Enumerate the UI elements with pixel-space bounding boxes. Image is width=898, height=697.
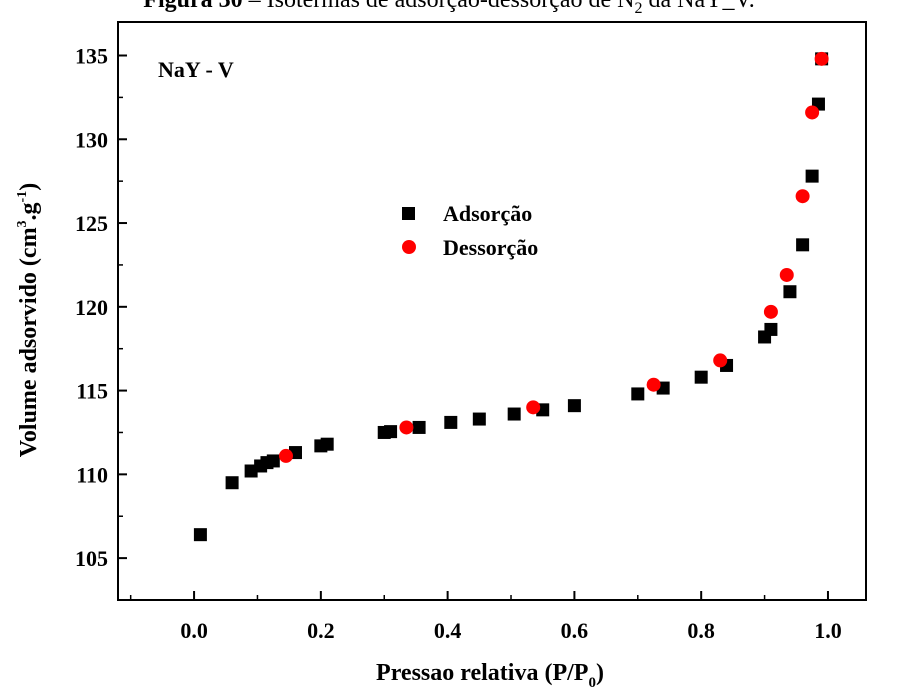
sample-annotation: NaY - V [158, 57, 234, 82]
dessorcao-point [814, 51, 829, 66]
adsorcao-point [507, 407, 521, 421]
adsorcao-point [796, 238, 810, 252]
adsorcao-point [783, 285, 797, 299]
x-tick-label: 0.2 [307, 618, 335, 643]
y-tick-label: 110 [76, 462, 108, 487]
y-axis-title: Volume adsorvido (cm3.g-1) [15, 183, 42, 457]
y-axis: 105 110 115 120 125 130 135 [75, 44, 127, 601]
x-axis: 0.0 0.2 0.4 0.6 0.8 1.0 [129, 591, 842, 643]
y-tick-label: 130 [75, 127, 108, 152]
dessorcao-point [399, 420, 414, 435]
y-tick-label: 105 [75, 546, 108, 571]
legend-marker-adsorcao [402, 207, 415, 220]
adsorcao-point [764, 322, 778, 336]
adsorcao-point [472, 412, 486, 426]
caption-dash: – [243, 0, 267, 13]
adsorcao-point [412, 420, 426, 434]
dessorcao-point [805, 105, 820, 120]
plot-frame [117, 21, 867, 601]
y-tick-label: 120 [75, 295, 108, 320]
x-tick-label: 0.0 [180, 618, 208, 643]
caption-label: Figura 30 [143, 0, 242, 13]
caption-text-end: da NaY_V. [642, 0, 754, 13]
x-axis-title-end: ) [596, 660, 604, 686]
y-tick-label: 115 [76, 379, 108, 404]
x-axis-title-main: Pressao relativa (P/P [376, 660, 588, 686]
x-tick-label: 1.0 [814, 618, 842, 643]
y-tick-label: 125 [75, 211, 108, 236]
x-tick-label: 0.4 [434, 618, 462, 643]
adsorcao-point [193, 528, 207, 542]
y-axis-title-sup2: -1 [15, 191, 30, 203]
dessorcao-point [763, 304, 778, 319]
legend-label-adsorcao: Adsorção [443, 201, 532, 226]
adsorcao-point [225, 476, 239, 490]
dessorcao-point [646, 377, 661, 392]
figure-caption: Figura 30 – Isotermas de adsorção-dessor… [143, 0, 754, 17]
caption-text: Isotermas de adsorção-dessorção de N [267, 0, 635, 13]
adsorcao-point [694, 370, 708, 384]
dessorcao-point [278, 448, 293, 463]
caption-subscript: 2 [634, 0, 642, 17]
dessorcao-point [779, 267, 794, 282]
adsorcao-point [320, 437, 334, 451]
x-tick-label: 0.6 [561, 618, 589, 643]
adsorcao-point [384, 425, 398, 439]
y-axis-title-sup: 3 [15, 220, 30, 227]
adsorcao-point [444, 415, 458, 429]
legend: Adsorção Dessorção [402, 201, 538, 260]
dessorcao-point [526, 400, 541, 415]
adsorcao-point [266, 454, 280, 468]
legend-label-dessorcao: Dessorção [443, 235, 538, 260]
y-axis-title-end: ) [16, 183, 42, 191]
dessorcao-point [795, 189, 810, 204]
adsorcao-point [631, 387, 645, 401]
y-axis-title-main: Volume adsorvido (cm [16, 227, 42, 457]
y-tick-label: 135 [75, 44, 108, 69]
x-axis-title-sub: 0 [588, 675, 596, 691]
adsorcao-point [567, 399, 581, 413]
dessorcao-point [713, 353, 728, 368]
adsorcao-point [805, 169, 819, 183]
series-layer [193, 51, 829, 542]
legend-marker-dessorcao [402, 240, 416, 254]
y-axis-title-mid: .g [16, 202, 42, 220]
x-axis-title: Pressao relativa (P/P0) [376, 660, 604, 691]
x-tick-label: 0.8 [687, 618, 715, 643]
